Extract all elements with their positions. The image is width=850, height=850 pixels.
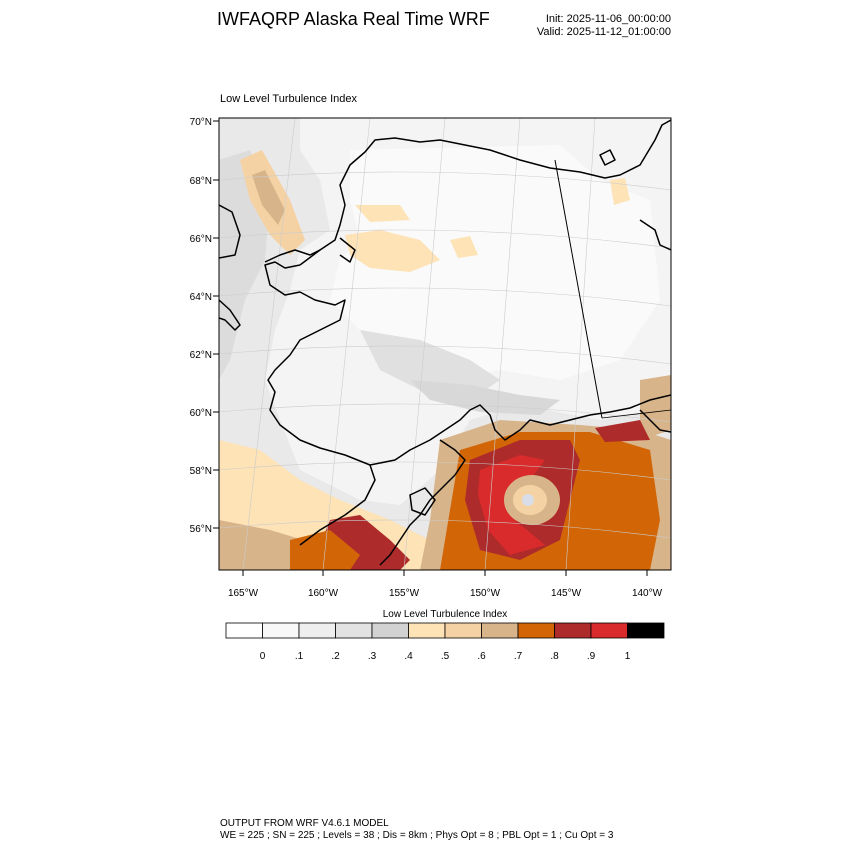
- figure-title: IWFAQRP Alaska Real Time WRF: [217, 9, 490, 29]
- lon-label: 145°W: [551, 588, 582, 599]
- model-info-line-2: WE = 225 ; SN = 225 ; Levels = 38 ; Dis …: [220, 830, 614, 841]
- longitude-labels: 165°W 160°W 155°W 150°W 145°W 140°W: [228, 570, 663, 599]
- colorbar-swatch: [371, 622, 409, 639]
- map-title: Low Level Turbulence Index: [220, 93, 357, 105]
- coastline-seward-peninsula: [219, 204, 241, 259]
- graticule-line: [322, 118, 371, 570]
- field-orange-interior-2: [355, 205, 410, 222]
- colorbar-title: Low Level Turbulence Index: [382, 609, 508, 620]
- colorbar-swatch: [298, 622, 336, 639]
- coastline-kotzebue: [339, 237, 356, 263]
- graticule-line: [565, 118, 596, 570]
- graticule-line: [219, 229, 671, 249]
- coastline-norton-sound: [219, 299, 241, 331]
- lat-label: 58°N: [190, 466, 212, 477]
- colorbar-label: .9: [587, 651, 596, 662]
- colorbar-label: 1: [625, 651, 631, 662]
- coastline-kenai: [379, 439, 466, 566]
- graticule-line: [219, 461, 671, 481]
- field-orange-interior-3: [450, 236, 478, 258]
- colorbar: 0 .1 .2 .3 .4 .5 .6 .7 .8 .9 1: [225, 622, 665, 662]
- coastline-west: [264, 261, 376, 546]
- lat-label: 70°N: [190, 117, 212, 128]
- colorbar-swatch: [444, 622, 482, 639]
- graticule-line: [242, 118, 296, 570]
- coastline-chukotka: [264, 249, 321, 263]
- colorbar-label: 0: [260, 651, 266, 662]
- lon-label: 165°W: [228, 588, 259, 599]
- lat-label: 60°N: [190, 408, 212, 419]
- valid-time: Valid: 2025-11-12_01:00:00: [536, 26, 671, 38]
- lat-label: 56°N: [190, 524, 212, 535]
- field-tan-chukchi-inner: [252, 170, 285, 225]
- lat-label: 62°N: [190, 350, 212, 361]
- turbulence-field: [219, 118, 671, 570]
- colorbar-swatch: [554, 622, 592, 639]
- coastlines: [219, 119, 671, 566]
- field-panhandle-red: [595, 420, 650, 442]
- colorbar-swatch: [517, 622, 555, 639]
- field-grey-patch-range: [410, 380, 560, 415]
- field-panhandle-tan: [640, 375, 671, 440]
- colorbar-swatch: [335, 622, 373, 639]
- init-valid-times: Init: 2025-11-06_00:00:00 Valid: 2025-11…: [528, 13, 671, 39]
- lat-label: 68°N: [190, 176, 212, 187]
- coastline-canada-arctic: [639, 219, 671, 251]
- colorbar-swatch: [225, 622, 263, 639]
- colorbar-label: .1: [295, 651, 304, 662]
- colorbar-swatch: [590, 622, 628, 639]
- colorbar-label: .5: [441, 651, 450, 662]
- coastline-cook-inlet: [369, 394, 671, 466]
- field-grey-patch-central: [360, 330, 500, 400]
- colorbar-label: .4: [404, 651, 413, 662]
- coastline-kodiak: [409, 487, 436, 516]
- coastline-mackenzie: [599, 149, 616, 166]
- coastline-north-slope: [299, 119, 671, 266]
- graticule-line: [484, 118, 521, 570]
- graticule-line: [219, 171, 671, 191]
- lon-label: 155°W: [389, 588, 420, 599]
- latitude-labels: 70°N 68°N 66°N 64°N 62°N 60°N 58°N 56°N: [190, 117, 219, 535]
- colorbar-swatch: [408, 622, 446, 639]
- coastline-panhandle: [639, 409, 671, 433]
- lat-label: 66°N: [190, 234, 212, 245]
- lon-label: 160°W: [308, 588, 339, 599]
- field-orange-east: [610, 178, 630, 205]
- field-storm-eye-center: [522, 494, 534, 506]
- colorbar-swatch: [262, 622, 300, 639]
- model-info-line-1: OUTPUT FROM WRF V4.6.1 MODEL: [220, 818, 389, 829]
- bc-border: [601, 409, 671, 419]
- colorbar-label: .8: [550, 651, 559, 662]
- graticule-line: [219, 345, 671, 365]
- lon-label: 140°W: [632, 588, 663, 599]
- graticule-line: [219, 403, 671, 423]
- map-frame: [218, 117, 672, 571]
- graticule-line: [219, 519, 671, 539]
- alaska-canada-border: [554, 159, 603, 419]
- lat-label: 64°N: [190, 292, 212, 303]
- colorbar-label: .2: [331, 651, 340, 662]
- colorbar-swatch: [627, 622, 665, 639]
- field-orange-interior-1: [345, 230, 440, 272]
- colorbar-label: .3: [368, 651, 377, 662]
- lon-label: 150°W: [470, 588, 501, 599]
- field-land-white: [330, 145, 660, 380]
- init-time: Init: 2025-11-06_00:00:00: [545, 13, 671, 25]
- colorbar-label: .7: [514, 651, 523, 662]
- colorbar-label: .6: [477, 651, 486, 662]
- model-info: OUTPUT FROM WRF V4.6.1 MODEL WE = 225 ; …: [220, 818, 613, 842]
- colorbar-swatch: [481, 622, 519, 639]
